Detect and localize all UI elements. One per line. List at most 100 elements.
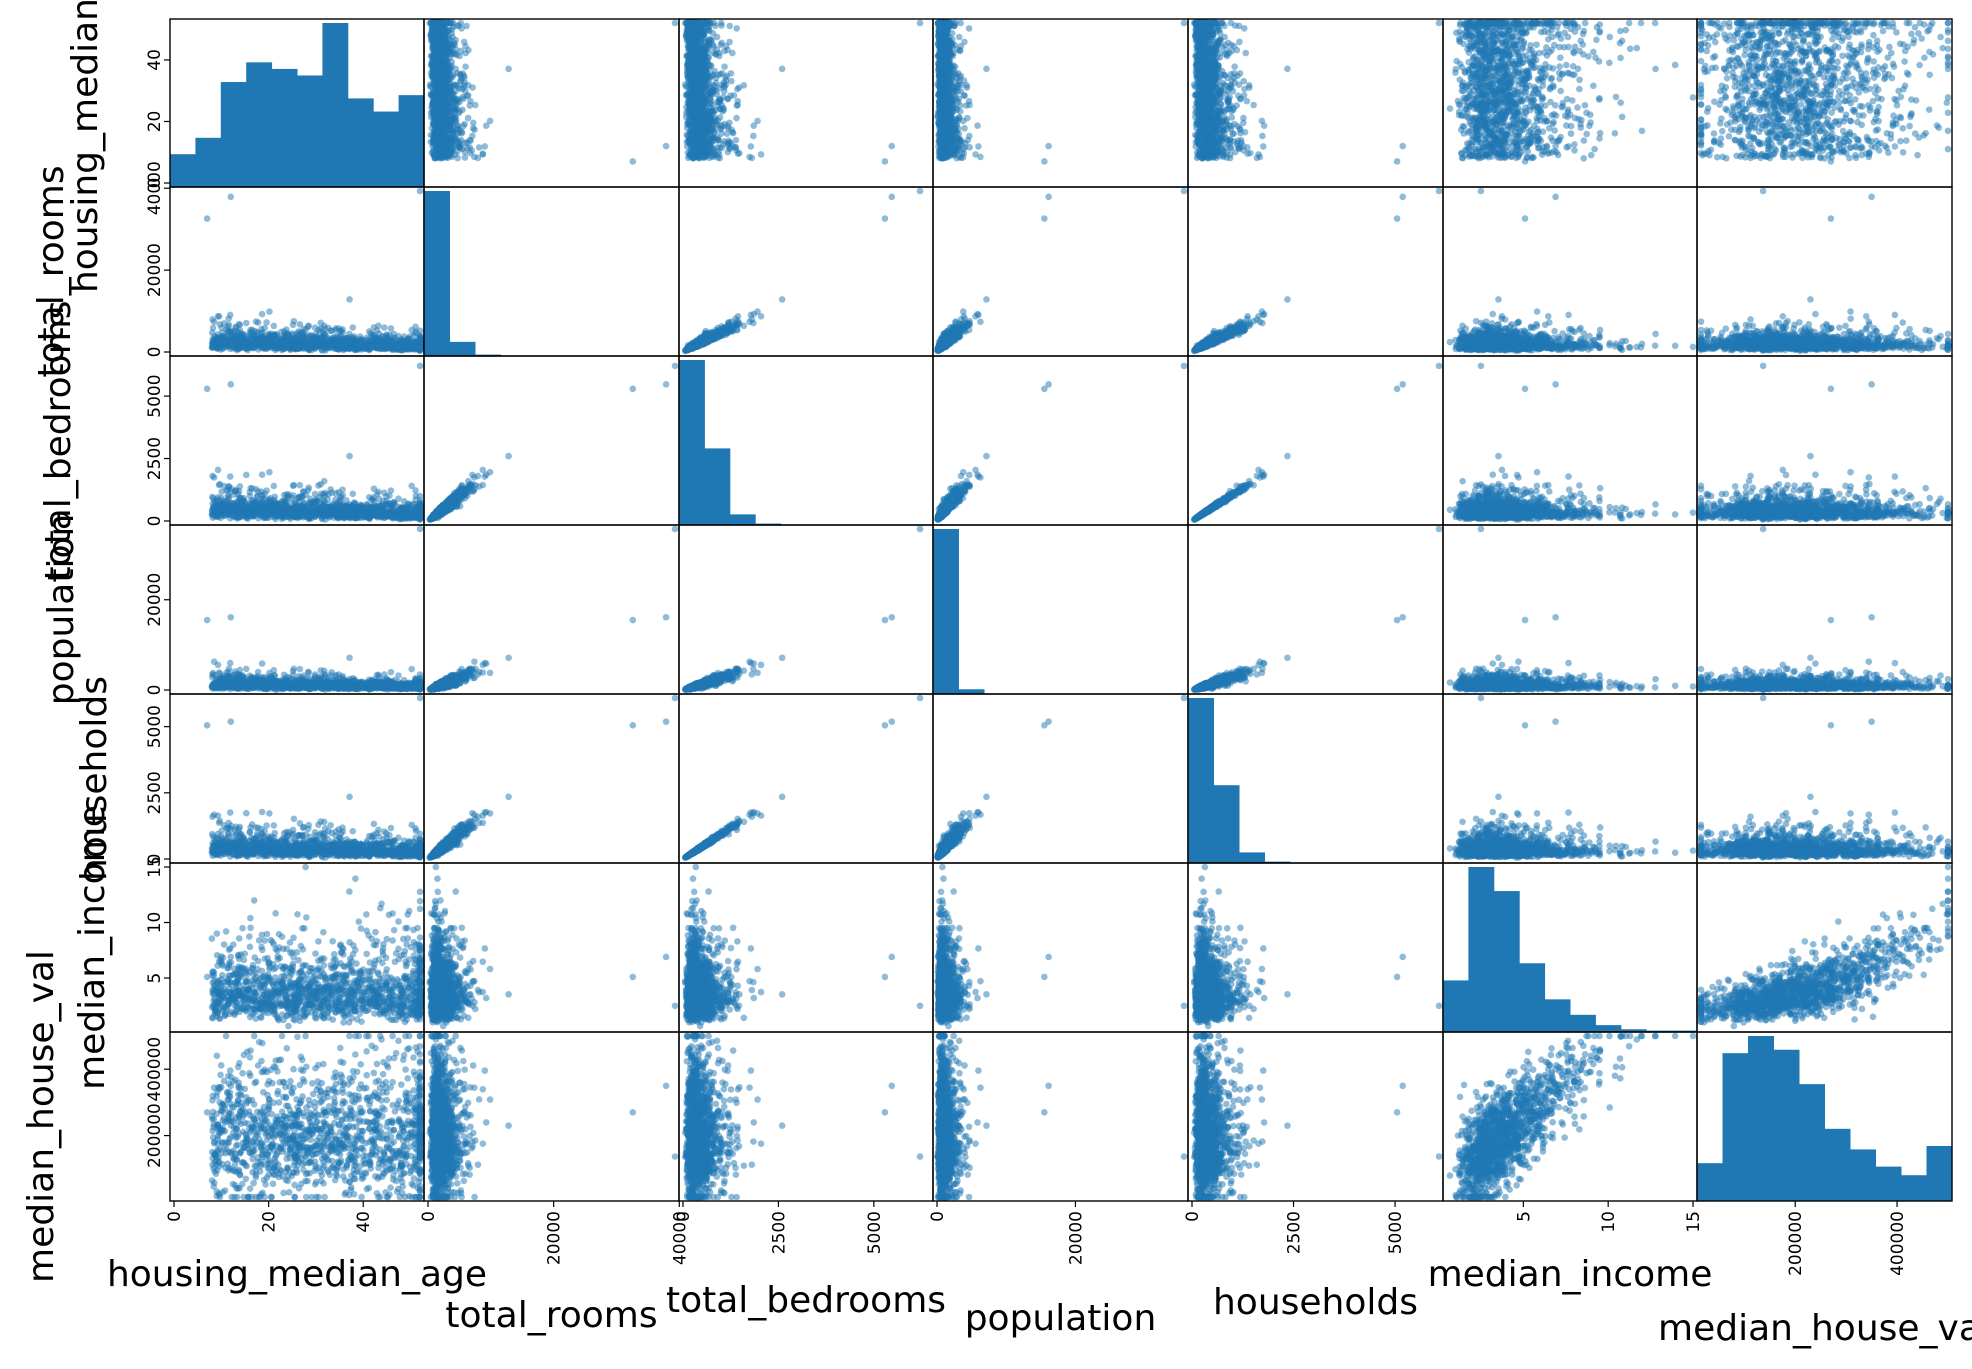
scatter-point <box>953 46 961 53</box>
scatter-point <box>960 77 968 84</box>
scatter-point <box>881 158 889 165</box>
scatter-point <box>941 97 949 105</box>
scatter-point <box>699 79 707 87</box>
scatter-point <box>463 22 470 30</box>
scatter-point <box>778 65 786 73</box>
scatter-point <box>448 44 456 51</box>
scatter-point <box>707 104 715 111</box>
scatter-point <box>975 143 982 150</box>
scatter-point <box>722 77 730 84</box>
scatter-point <box>937 32 945 39</box>
scatter-point <box>461 148 469 156</box>
scatter-point <box>714 102 722 110</box>
scatter-point <box>474 154 482 162</box>
scatter-point <box>482 122 490 129</box>
scatter-point <box>942 39 950 46</box>
scatter-point <box>434 110 442 117</box>
scatter-point <box>450 128 458 135</box>
scatter-point <box>718 39 725 47</box>
scatter-point <box>723 130 731 138</box>
scatter-point <box>449 122 456 130</box>
scatter-point <box>757 151 765 158</box>
scatter-point <box>479 150 487 157</box>
scatter-point <box>686 32 693 39</box>
histogram-bar <box>297 75 323 187</box>
scatter-point <box>943 31 951 39</box>
scatter-point <box>1236 38 1243 46</box>
histogram-bar <box>170 154 196 187</box>
scatter-point <box>733 102 741 109</box>
scatter-point <box>427 138 435 146</box>
cell-housing_median_age-vs-population <box>932 18 1189 188</box>
scatter-point <box>695 19 702 27</box>
scatter-point <box>470 119 477 127</box>
scatter-point <box>963 84 971 91</box>
scatter-point <box>944 79 952 87</box>
scatter-point <box>942 132 949 139</box>
scatter-point <box>447 19 455 27</box>
scatter-point <box>481 143 489 150</box>
scatter-point <box>748 154 756 162</box>
scatter-point <box>434 39 442 46</box>
scatter-point <box>456 52 463 60</box>
scatter-point <box>486 117 494 125</box>
scatter-point <box>693 50 700 58</box>
scatter-point <box>966 143 973 151</box>
scatter-point <box>694 89 702 96</box>
scatter-point <box>962 102 970 109</box>
scatter-point <box>949 62 957 69</box>
scatter-point <box>435 97 442 105</box>
scatter-point <box>940 64 948 71</box>
scatter-point <box>959 117 967 125</box>
scatter-point <box>693 39 700 46</box>
scatter-point <box>688 82 695 89</box>
scatter-point <box>721 47 728 55</box>
scatter-point <box>469 124 477 132</box>
scatter-point <box>736 149 743 157</box>
scatter-point <box>941 89 949 96</box>
scatter-point <box>1240 77 1248 85</box>
scatter-point <box>937 47 945 55</box>
scatter-point <box>445 36 453 44</box>
histogram-bar <box>322 23 349 187</box>
scatter-point <box>1240 114 1247 122</box>
scatter-point <box>431 82 439 89</box>
scatter-point <box>692 58 700 66</box>
scatter-point <box>445 89 452 97</box>
scatter-point <box>662 142 670 150</box>
scatter-point <box>707 36 715 44</box>
scatter-point <box>732 136 740 144</box>
scatter-point <box>708 97 715 105</box>
histogram-bar <box>220 82 247 187</box>
scatter-point <box>428 149 436 156</box>
histogram-bar <box>347 98 374 187</box>
scatter-point <box>438 89 446 96</box>
scatter-point <box>441 55 449 63</box>
scatter-point <box>438 19 445 27</box>
scatter-point <box>946 19 953 27</box>
scatter-point <box>733 114 740 122</box>
scatter-point <box>441 41 449 48</box>
scatter-point <box>721 120 729 128</box>
scatter-point <box>710 153 717 161</box>
scatter-point <box>983 65 990 73</box>
histogram-bar <box>373 111 400 187</box>
scatter-point <box>455 109 463 117</box>
scatter-point <box>457 77 464 84</box>
scatter-point <box>1242 49 1250 57</box>
cell-housing_median_age-vs-total_bedrooms <box>678 18 934 188</box>
scatter-point <box>721 63 728 71</box>
scatter-point <box>952 85 960 93</box>
scatter-point <box>957 19 964 27</box>
scatter-point <box>713 91 721 98</box>
scatter-point <box>701 72 709 80</box>
scatter-point <box>1180 19 1188 27</box>
scatter-point <box>441 72 449 80</box>
scatter-point <box>446 146 454 154</box>
scatter-point <box>935 149 943 156</box>
scatter-point <box>717 97 724 104</box>
scatter-point <box>724 142 732 150</box>
scatter-point <box>457 47 465 55</box>
scatter-point <box>712 79 720 87</box>
scatter-point <box>727 70 735 77</box>
